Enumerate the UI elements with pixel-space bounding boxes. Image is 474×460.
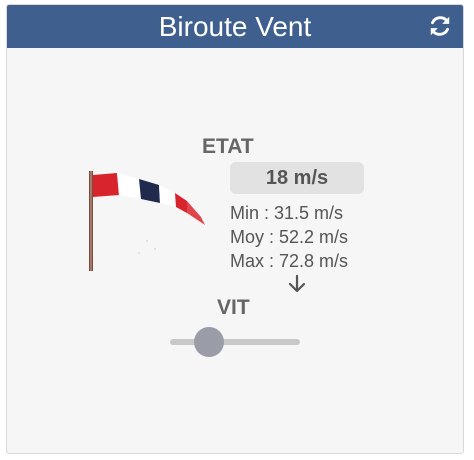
vit-label: VIT [217, 296, 250, 320]
widget-title: Biroute Vent [7, 9, 463, 45]
wind-widget: Biroute Vent ETAT 18 m/s Min : 31.5 m/s … [6, 4, 464, 454]
speed-value-badge: 18 m/s [230, 162, 364, 194]
arrow-down-icon [286, 274, 308, 294]
vit-slider-track[interactable] [170, 339, 300, 345]
vit-slider-thumb[interactable] [194, 327, 224, 357]
windsock-icon [83, 165, 213, 271]
stat-max: Max : 72.8 m/s [230, 251, 348, 272]
etat-label: ETAT [202, 135, 254, 159]
stat-moy: Moy : 52.2 m/s [230, 227, 348, 248]
stat-min: Min : 31.5 m/s [230, 203, 343, 224]
refresh-icon[interactable] [427, 13, 453, 39]
widget-header: Biroute Vent [7, 5, 463, 48]
